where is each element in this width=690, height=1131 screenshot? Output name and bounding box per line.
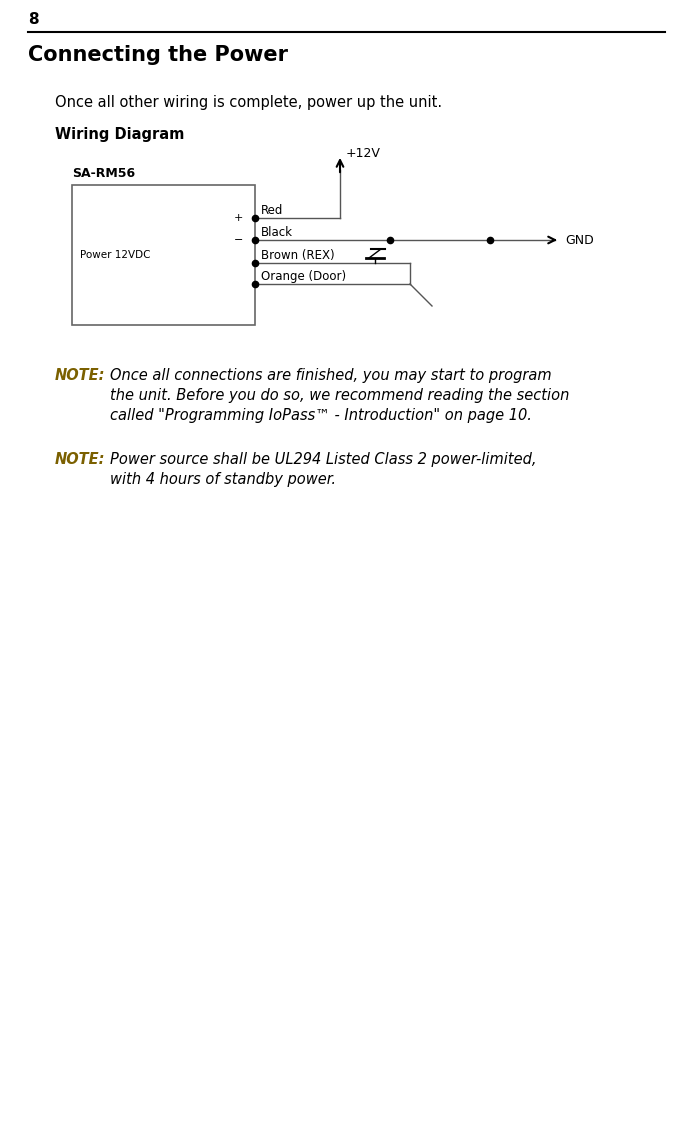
Text: SA-RM56: SA-RM56: [72, 167, 135, 180]
Text: Red: Red: [261, 204, 284, 217]
Text: Once all connections are finished, you may start to program
the unit. Before you: Once all connections are finished, you m…: [110, 368, 569, 423]
Text: Black: Black: [261, 226, 293, 239]
Text: Wiring Diagram: Wiring Diagram: [55, 127, 184, 143]
Text: Power source shall be UL294 Listed Class 2 power-limited,
with 4 hours of standb: Power source shall be UL294 Listed Class…: [110, 452, 537, 486]
Text: GND: GND: [565, 233, 594, 247]
Text: NOTE:: NOTE:: [55, 452, 106, 467]
Text: NOTE:: NOTE:: [55, 368, 106, 383]
Text: Power 12VDC: Power 12VDC: [80, 250, 150, 260]
Text: −: −: [234, 235, 243, 245]
Text: 8: 8: [28, 12, 39, 27]
Text: Brown (REX): Brown (REX): [261, 249, 335, 262]
Text: Once all other wiring is complete, power up the unit.: Once all other wiring is complete, power…: [55, 95, 442, 110]
Text: +: +: [234, 213, 243, 223]
Text: Orange (Door): Orange (Door): [261, 270, 346, 283]
Text: +12V: +12V: [346, 147, 381, 159]
Bar: [72, 185, 255, 325]
Text: Connecting the Power: Connecting the Power: [28, 45, 288, 64]
